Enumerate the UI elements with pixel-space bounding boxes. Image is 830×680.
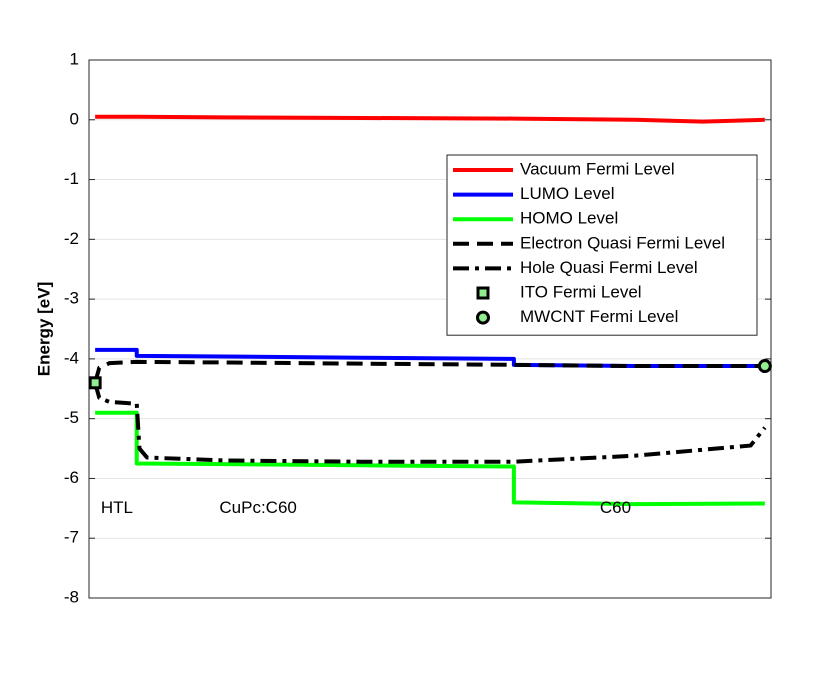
marker bbox=[757, 359, 772, 374]
y-tick-label: -7 bbox=[64, 528, 79, 547]
legend-label: MWCNT Fermi Level bbox=[520, 307, 678, 326]
legend-label: Electron Quasi Fermi Level bbox=[520, 233, 725, 252]
legend-label: ITO Fermi Level bbox=[520, 282, 642, 301]
legend-label: Hole Quasi Fermi Level bbox=[520, 258, 698, 277]
series-line bbox=[95, 410, 765, 507]
series-line bbox=[93, 382, 767, 464]
y-tick-label: -4 bbox=[64, 348, 79, 367]
series-line bbox=[93, 359, 765, 384]
region-label: HTL bbox=[101, 498, 133, 517]
series-line bbox=[95, 114, 765, 124]
marker bbox=[476, 310, 490, 325]
y-tick-label: -1 bbox=[64, 169, 79, 188]
legend-label: Vacuum Fermi Level bbox=[520, 159, 675, 178]
y-tick-label: 0 bbox=[70, 109, 79, 128]
legend-label: LUMO Level bbox=[520, 184, 614, 203]
y-tick-label: 1 bbox=[70, 49, 79, 68]
y-tick-label: -2 bbox=[64, 229, 79, 248]
marker bbox=[476, 286, 490, 300]
y-tick-label: -5 bbox=[64, 408, 79, 427]
region-label: CuPc:C60 bbox=[219, 498, 296, 517]
y-tick-label: -6 bbox=[64, 468, 79, 487]
y-tick-label: -3 bbox=[64, 289, 79, 308]
plot-frame bbox=[88, 59, 772, 599]
y-axis-label: Energy [eV] bbox=[34, 282, 53, 376]
legend-label: HOMO Level bbox=[520, 209, 618, 228]
legend-box bbox=[446, 154, 758, 336]
legend: Vacuum Fermi Level LUMO Level HOMO Level El… bbox=[446, 154, 758, 336]
region-label: C60 bbox=[600, 498, 631, 517]
y-tick-label: -8 bbox=[64, 587, 79, 606]
marker bbox=[88, 376, 102, 390]
